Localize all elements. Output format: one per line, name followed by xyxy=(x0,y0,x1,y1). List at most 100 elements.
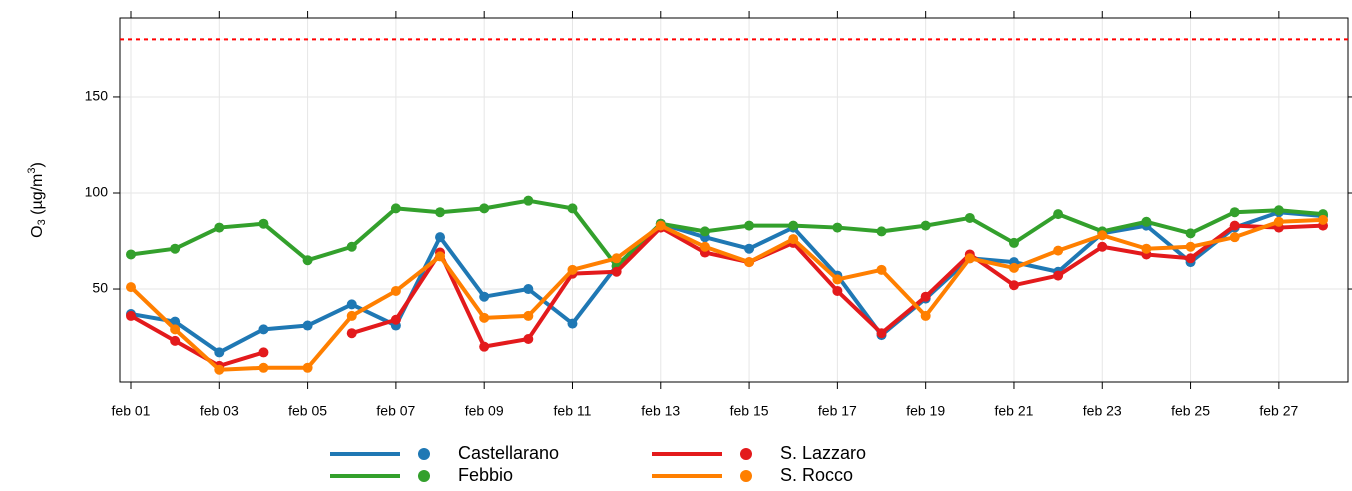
data-point xyxy=(1229,207,1240,218)
legend-dot xyxy=(740,470,752,482)
y-label-part: (µg/m xyxy=(29,174,46,220)
legend-dot xyxy=(740,448,752,460)
data-point xyxy=(1053,245,1064,256)
y-tick-label: 100 xyxy=(85,184,109,200)
data-point xyxy=(126,249,136,260)
x-tick-label: feb 27 xyxy=(1259,403,1298,419)
x-tick-label: feb 23 xyxy=(1083,403,1122,419)
data-point xyxy=(1185,241,1196,252)
data-point xyxy=(1053,209,1064,220)
data-point xyxy=(1053,270,1064,281)
data-point xyxy=(611,266,622,277)
y-label-part: O xyxy=(29,225,46,237)
data-point xyxy=(258,347,269,358)
data-point xyxy=(302,320,313,331)
data-point xyxy=(523,195,534,206)
legend-dot xyxy=(418,470,430,482)
data-point xyxy=(1008,280,1019,291)
data-point xyxy=(523,310,534,321)
data-point xyxy=(567,318,578,329)
data-point xyxy=(744,257,755,268)
data-point xyxy=(788,234,799,245)
data-point xyxy=(567,203,578,214)
data-point xyxy=(390,285,401,296)
data-point xyxy=(744,243,755,254)
x-tick-label: feb 03 xyxy=(200,403,239,419)
data-point xyxy=(655,220,666,231)
data-point xyxy=(302,255,313,266)
y-label-part: 3 xyxy=(26,167,38,173)
y-axis-label: O3 (µg/m3) xyxy=(26,162,48,238)
x-tick-label: feb 15 xyxy=(730,403,769,419)
data-point xyxy=(346,299,357,310)
data-point xyxy=(920,220,931,231)
x-tick-label: feb 25 xyxy=(1171,403,1210,419)
data-point xyxy=(435,232,446,243)
series-line xyxy=(129,217,1324,372)
data-point xyxy=(258,218,269,229)
data-point xyxy=(1141,243,1152,254)
x-tick-label: feb 09 xyxy=(465,403,504,419)
data-point xyxy=(964,212,975,223)
data-point xyxy=(170,324,181,335)
x-tick-label: feb 11 xyxy=(554,403,592,419)
data-point xyxy=(567,264,578,275)
data-point xyxy=(170,316,181,327)
data-point xyxy=(214,347,225,358)
data-point xyxy=(479,341,490,352)
x-tick-label: feb 13 xyxy=(641,403,680,419)
data-point xyxy=(920,310,931,321)
x-tick-label: feb 05 xyxy=(288,403,327,419)
data-point xyxy=(214,364,225,375)
data-point xyxy=(479,291,490,302)
data-point xyxy=(258,362,269,373)
data-point xyxy=(523,333,534,344)
data-point xyxy=(170,335,181,346)
data-point xyxy=(170,243,181,254)
data-point xyxy=(479,312,490,323)
data-point xyxy=(126,310,136,321)
data-point xyxy=(1141,216,1152,227)
data-point xyxy=(1185,228,1196,239)
data-point xyxy=(964,253,975,264)
y-tick-label: 150 xyxy=(85,88,109,104)
data-point xyxy=(832,274,843,285)
data-point xyxy=(920,291,931,302)
data-point xyxy=(435,251,446,262)
data-point xyxy=(832,285,843,296)
data-point xyxy=(258,324,269,335)
data-point xyxy=(832,222,843,233)
data-point xyxy=(1229,232,1240,243)
data-point xyxy=(346,328,357,339)
data-point xyxy=(1008,237,1019,248)
legend-label: S. Rocco xyxy=(780,465,853,485)
data-point xyxy=(1318,214,1328,225)
legend-label: Febbio xyxy=(458,465,513,485)
y-label-part: 3 xyxy=(36,219,48,225)
data-point xyxy=(1097,241,1108,252)
plot-frame xyxy=(119,17,1349,383)
series-line xyxy=(130,198,1324,268)
data-point xyxy=(699,241,710,252)
data-point xyxy=(1273,205,1284,216)
data-point xyxy=(1097,230,1108,241)
data-point xyxy=(1008,262,1019,273)
data-point xyxy=(523,284,534,295)
x-tick-label: feb 07 xyxy=(376,403,415,419)
data-point xyxy=(479,203,490,214)
data-point xyxy=(611,253,622,264)
legend-dot xyxy=(418,448,430,460)
data-point xyxy=(435,207,446,218)
y-label-part: ) xyxy=(29,162,46,167)
data-point xyxy=(876,328,887,339)
y-tick-label: 50 xyxy=(92,280,108,296)
data-point xyxy=(390,203,401,214)
data-point xyxy=(788,220,799,231)
data-point xyxy=(126,282,136,293)
x-tick-label: feb 01 xyxy=(112,403,151,419)
x-tick-label: feb 19 xyxy=(906,403,945,419)
x-tick-label: feb 21 xyxy=(994,403,1033,419)
data-point xyxy=(876,264,887,275)
data-point xyxy=(699,226,710,237)
